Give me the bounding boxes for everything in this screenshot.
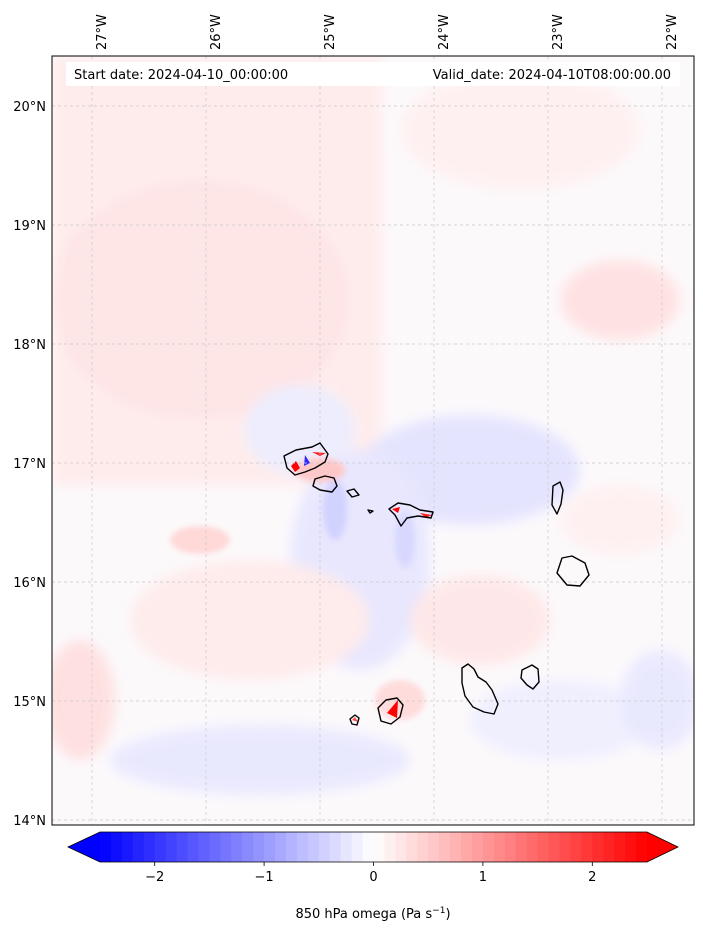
lon-label: 26°W	[209, 14, 224, 50]
colorbar-segment	[318, 832, 331, 862]
colorbar-segment	[395, 832, 407, 862]
colorbar-segment	[296, 832, 309, 862]
colorbar-segment	[636, 832, 648, 862]
colorbar-segment	[307, 832, 320, 862]
colorbar-segment	[351, 832, 364, 862]
colorbar-segment	[406, 832, 418, 862]
colorbar-segment	[603, 832, 615, 862]
colorbar-segment	[231, 832, 243, 862]
colorbar-tick-label: 1	[479, 870, 487, 885]
colorbar-tick-label: 0	[369, 870, 377, 885]
colorbar-segment	[143, 832, 156, 862]
colorbar-label-superscript: −1	[432, 906, 445, 916]
island-sao-nicolau	[388, 502, 434, 527]
colorbar-segment	[242, 832, 254, 862]
colorbar-segment	[121, 832, 134, 862]
colorbar-segments	[68, 832, 678, 862]
colorbar-segment	[548, 832, 561, 862]
colorbar-segment	[581, 832, 593, 862]
colorbar-segment	[384, 832, 396, 862]
colorbar-segment	[515, 832, 528, 862]
island-fogo	[377, 697, 404, 725]
island-santo-antao	[283, 442, 329, 476]
coastlines	[283, 442, 590, 726]
lon-label: 23°W	[551, 14, 566, 50]
gridlines	[52, 56, 694, 825]
colorbar-ticks: −2 −1 0 1 2	[145, 862, 596, 885]
colorbar-segment	[504, 832, 517, 862]
colorbar-segment	[264, 832, 276, 862]
colorbar-segment	[362, 832, 375, 862]
lat-label: 19°N	[13, 219, 46, 234]
colorbar-segment	[482, 832, 495, 862]
colorbar-segment	[526, 832, 539, 862]
start-date-text: Start date: 2024-04-10_00:00:00	[74, 68, 288, 83]
colorbar-segment	[625, 832, 637, 862]
colorbar-segment	[614, 832, 626, 862]
longitude-labels: 27°W 26°W 25°W 24°W 23°W 22°W	[95, 14, 680, 50]
colorbar-segment	[340, 832, 353, 862]
island-santiago	[461, 663, 499, 715]
colorbar-segment	[428, 832, 440, 862]
lon-label: 24°W	[437, 14, 452, 50]
colorbar-segment	[471, 832, 484, 862]
colorbar-label: 850 hPa omega (Pa s−1)	[295, 906, 450, 922]
colorbar-segment	[417, 832, 429, 862]
lon-label: 27°W	[95, 14, 110, 50]
island-brava	[349, 714, 360, 726]
colorbar-segment	[450, 832, 462, 862]
colorbar-tick-label: 2	[588, 870, 596, 885]
valid-date-text: Valid_date: 2024-04-10T08:00:00.00	[433, 68, 671, 83]
lat-label: 20°N	[13, 100, 46, 115]
colorbar-segment	[493, 832, 506, 862]
lon-label: 22°W	[665, 14, 680, 50]
island-boa-vista	[556, 555, 590, 587]
colorbar-segment	[187, 832, 200, 862]
colorbar-segment	[220, 832, 232, 862]
colorbar-segment	[110, 832, 123, 862]
colorbar-segment	[461, 832, 473, 862]
island-sao-vicente	[312, 475, 338, 493]
colorbar-segment	[275, 832, 287, 862]
colorbar-segment	[253, 832, 265, 862]
lat-label: 15°N	[13, 695, 46, 710]
map-frame	[51, 55, 695, 826]
colorbar-segment	[209, 832, 221, 862]
colorbar: −2 −1 0 1 2 850 hPa omega (Pa s−1)	[67, 831, 679, 922]
colorbar-segment	[373, 832, 386, 862]
lat-label: 14°N	[13, 814, 46, 829]
island-santa-luzia	[346, 488, 360, 498]
map-panel: Start date: 2024-04-10_00:00:00 Valid_da…	[51, 55, 695, 826]
colorbar-extend-min	[68, 832, 100, 862]
colorbar-segment	[559, 832, 572, 862]
date-info-box	[66, 62, 680, 86]
colorbar-segment	[165, 832, 178, 862]
lon-label: 25°W	[323, 14, 338, 50]
island-raso	[367, 509, 374, 514]
lat-label: 18°N	[13, 338, 46, 353]
colorbar-segment	[592, 832, 604, 862]
colorbar-tick-label: −1	[255, 870, 274, 885]
island-sal	[551, 481, 564, 515]
colorbar-segment	[154, 832, 167, 862]
colorbar-tick-label: −2	[145, 870, 164, 885]
colorbar-segment	[570, 832, 582, 862]
colorbar-segment	[100, 832, 112, 862]
colorbar-segment	[439, 832, 451, 862]
island-maio	[520, 664, 540, 690]
latitude-labels: 20°N 19°N 18°N 17°N 16°N 15°N 14°N	[13, 100, 46, 829]
colorbar-segment	[132, 832, 145, 862]
colorbar-segment	[537, 832, 550, 862]
colorbar-segment	[198, 832, 210, 862]
colorbar-segment	[285, 832, 298, 862]
colorbar-segment	[176, 832, 189, 862]
colorbar-segment	[329, 832, 342, 862]
lat-label: 16°N	[13, 576, 46, 591]
colorbar-extend-max	[647, 832, 678, 862]
lat-label: 17°N	[13, 457, 46, 472]
colorbar-outline	[67, 831, 679, 863]
